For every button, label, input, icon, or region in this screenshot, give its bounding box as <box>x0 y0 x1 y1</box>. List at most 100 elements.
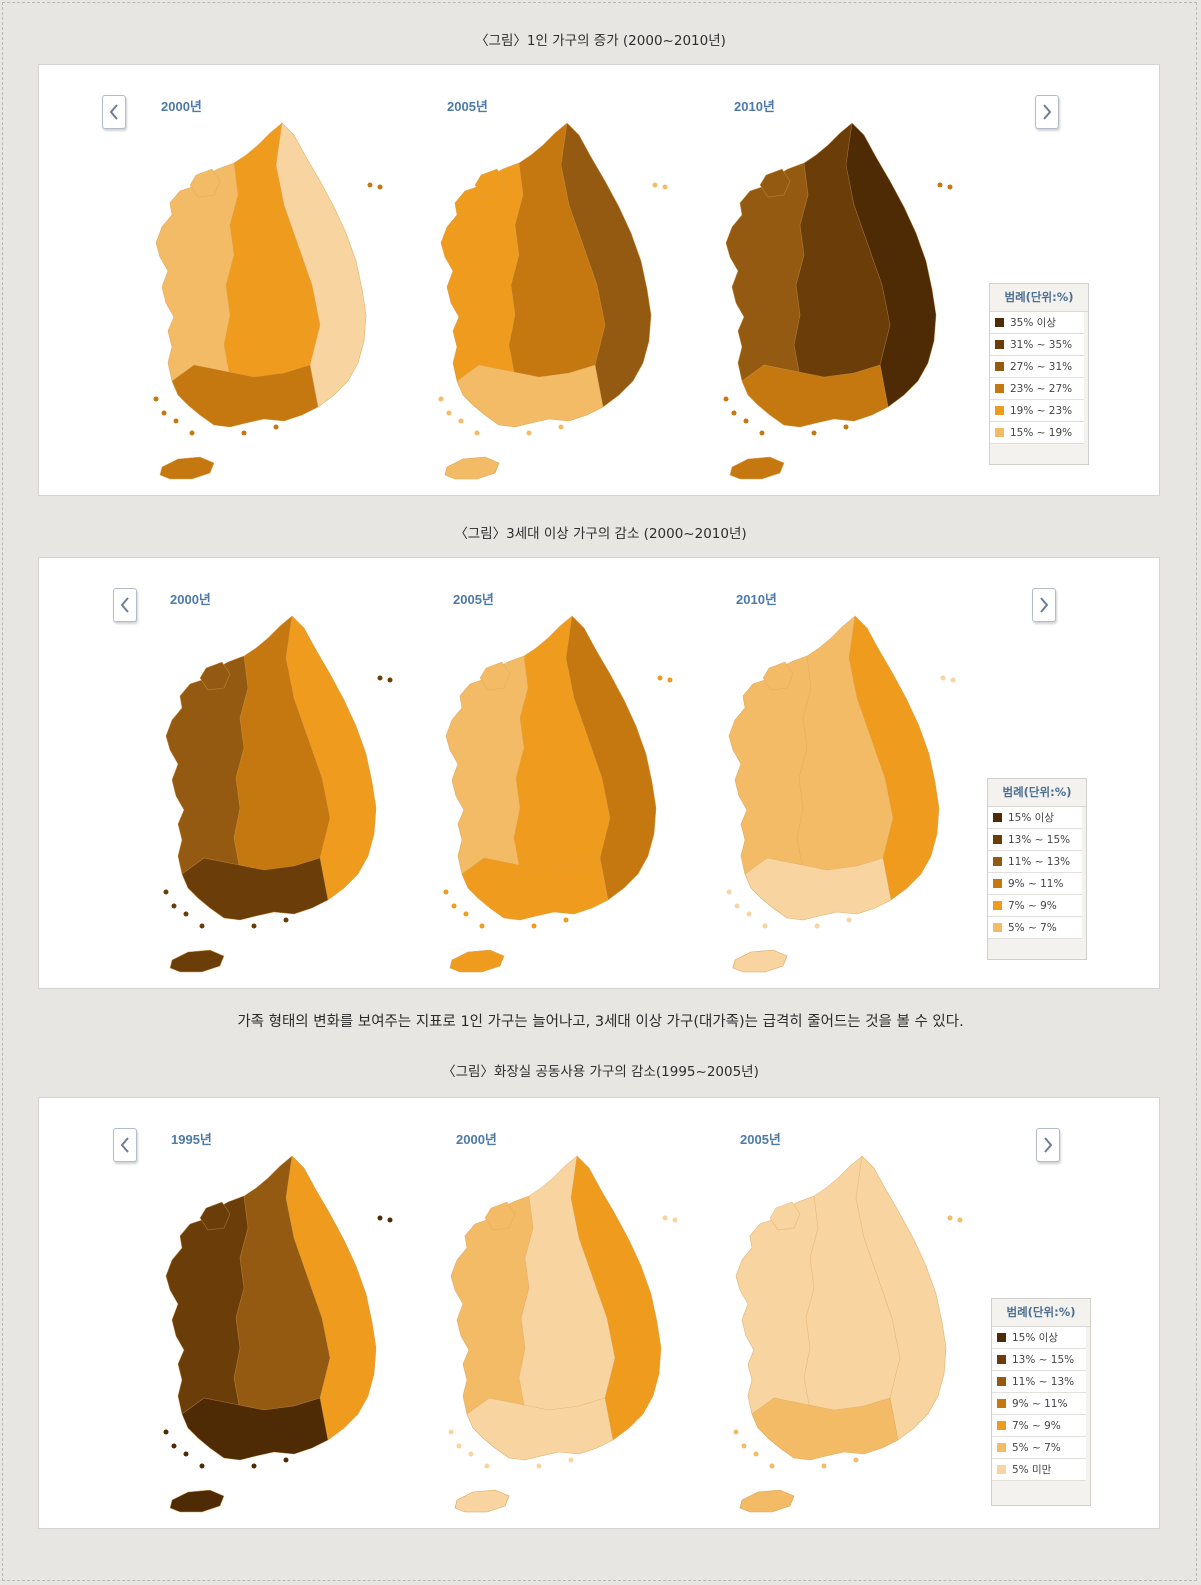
year-label: 2000년 <box>456 1132 497 1147</box>
island <box>753 1451 759 1457</box>
legend: 범례(단위:%) 15% 이상 13% ~ 15% 11% ~ 13% 9% ~ 11… <box>987 778 1087 960</box>
legend-item: 7% ~ 9% <box>992 1415 1086 1437</box>
legend-swatch <box>995 406 1004 415</box>
legend-swatch <box>993 835 1002 844</box>
island <box>199 1463 205 1469</box>
island <box>937 182 943 188</box>
legend-rows: 35% 이상 31% ~ 35% 27% ~ 31% 23% ~ 27% 19% ~ 2… <box>990 312 1088 444</box>
island <box>662 1215 668 1221</box>
legend-title: 범례(단위:%) <box>988 779 1086 807</box>
island <box>853 1457 859 1463</box>
island <box>463 911 469 917</box>
eastern-region <box>855 1155 947 1441</box>
eastern-region <box>848 615 940 901</box>
legend-label: 7% ~ 9% <box>1008 899 1057 912</box>
legend-label: 35% 이상 <box>1010 317 1056 329</box>
capital-region <box>189 168 221 198</box>
legend-label: 31% ~ 35% <box>1010 338 1073 351</box>
western-region <box>165 655 249 919</box>
island <box>741 1443 747 1449</box>
island <box>821 1463 827 1469</box>
western-region <box>440 162 524 426</box>
capital-region <box>474 168 506 198</box>
prev-button[interactable] <box>113 588 137 622</box>
year-label: 1995년 <box>171 1132 212 1147</box>
legend-item: 15% 이상 <box>992 1327 1086 1349</box>
island <box>558 424 564 430</box>
western-region <box>155 162 239 426</box>
jeju-island <box>449 949 505 973</box>
island <box>377 1215 383 1221</box>
island <box>479 923 485 929</box>
korea-map-2000 <box>448 1155 678 1513</box>
western-region <box>445 655 529 919</box>
legend-rows: 15% 이상 13% ~ 15% 11% ~ 13% 9% ~ 11% 7% ~ 9% 5… <box>988 807 1086 939</box>
legend-label: 19% ~ 23% <box>1010 404 1073 417</box>
capital-region <box>199 1201 231 1231</box>
year-label: 2005년 <box>453 592 494 607</box>
chevron-left-icon <box>120 1137 129 1153</box>
legend-label: 23% ~ 27% <box>1010 382 1073 395</box>
legend-swatch <box>997 1377 1006 1386</box>
prev-button[interactable] <box>113 1128 137 1162</box>
island <box>531 923 537 929</box>
legend-item: 11% ~ 13% <box>988 851 1082 873</box>
legend-rows: 15% 이상 13% ~ 15% 11% ~ 13% 9% ~ 11% 7% ~ 9% 5… <box>992 1327 1090 1481</box>
island <box>474 430 480 436</box>
southern-region <box>751 1397 899 1461</box>
western-region <box>450 1195 534 1459</box>
island <box>947 1215 953 1221</box>
legend-swatch <box>995 362 1004 371</box>
legend-label: 11% ~ 13% <box>1008 855 1071 868</box>
island <box>161 410 167 416</box>
western-region <box>735 1195 819 1459</box>
western-region <box>165 1195 249 1459</box>
island <box>731 410 737 416</box>
legend-label: 13% ~ 15% <box>1012 1353 1075 1366</box>
island <box>726 889 732 895</box>
legend-swatch <box>997 1333 1006 1342</box>
legend-swatch <box>997 1399 1006 1408</box>
island <box>458 418 464 424</box>
year-label: 2005년 <box>740 1132 781 1147</box>
next-button[interactable] <box>1032 588 1056 622</box>
korea-map-2010 <box>723 122 953 480</box>
next-button[interactable] <box>1036 1128 1060 1162</box>
prev-button[interactable] <box>102 95 126 129</box>
legend-label: 5% ~ 7% <box>1008 921 1057 934</box>
figure-caption-3: 〈그림〉화장실 공동사용 가구의 감소(1995~2005년) <box>442 1064 759 1080</box>
island <box>947 184 953 190</box>
legend-item: 13% ~ 15% <box>988 829 1082 851</box>
panel-single-person: 2000년 2005년 2010년 범례(단위:%) 35% 이상 31% ~ 3… <box>38 64 1160 496</box>
capital-region <box>769 1201 801 1231</box>
legend-item: 23% ~ 27% <box>990 378 1084 400</box>
jeju-island <box>169 949 225 973</box>
island <box>377 184 383 190</box>
jeju-island <box>729 456 785 480</box>
next-button[interactable] <box>1035 95 1059 129</box>
island <box>251 923 257 929</box>
legend-item: 27% ~ 31% <box>990 356 1084 378</box>
legend-label: 5% ~ 7% <box>1012 1441 1061 1454</box>
legend-item: 35% 이상 <box>990 312 1084 334</box>
western-region <box>728 655 812 919</box>
chevron-right-icon <box>1040 597 1049 613</box>
legend: 범례(단위:%) 35% 이상 31% ~ 35% 27% ~ 31% 23% ~ 2… <box>989 283 1089 465</box>
legend-swatch <box>997 1465 1006 1474</box>
southern-region <box>744 857 892 921</box>
island <box>769 1463 775 1469</box>
jeju-island <box>454 1489 510 1513</box>
island <box>199 923 205 929</box>
island <box>173 418 179 424</box>
legend-item: 7% ~ 9% <box>988 895 1082 917</box>
legend-item: 13% ~ 15% <box>992 1349 1086 1371</box>
chevron-right-icon <box>1043 104 1052 120</box>
korea-map-2000 <box>153 122 383 480</box>
legend-swatch <box>993 923 1002 932</box>
legend-swatch <box>995 318 1004 327</box>
island <box>251 1463 257 1469</box>
jeju-island <box>732 949 788 973</box>
panel-three-generation: 2000년 2005년 2010년 범례(단위:%) 15% 이상 13% ~ 1… <box>38 557 1160 989</box>
island <box>957 1217 963 1223</box>
figure-caption-1: 〈그림〉1인 가구의 증가 (2000~2010년) <box>475 33 726 49</box>
